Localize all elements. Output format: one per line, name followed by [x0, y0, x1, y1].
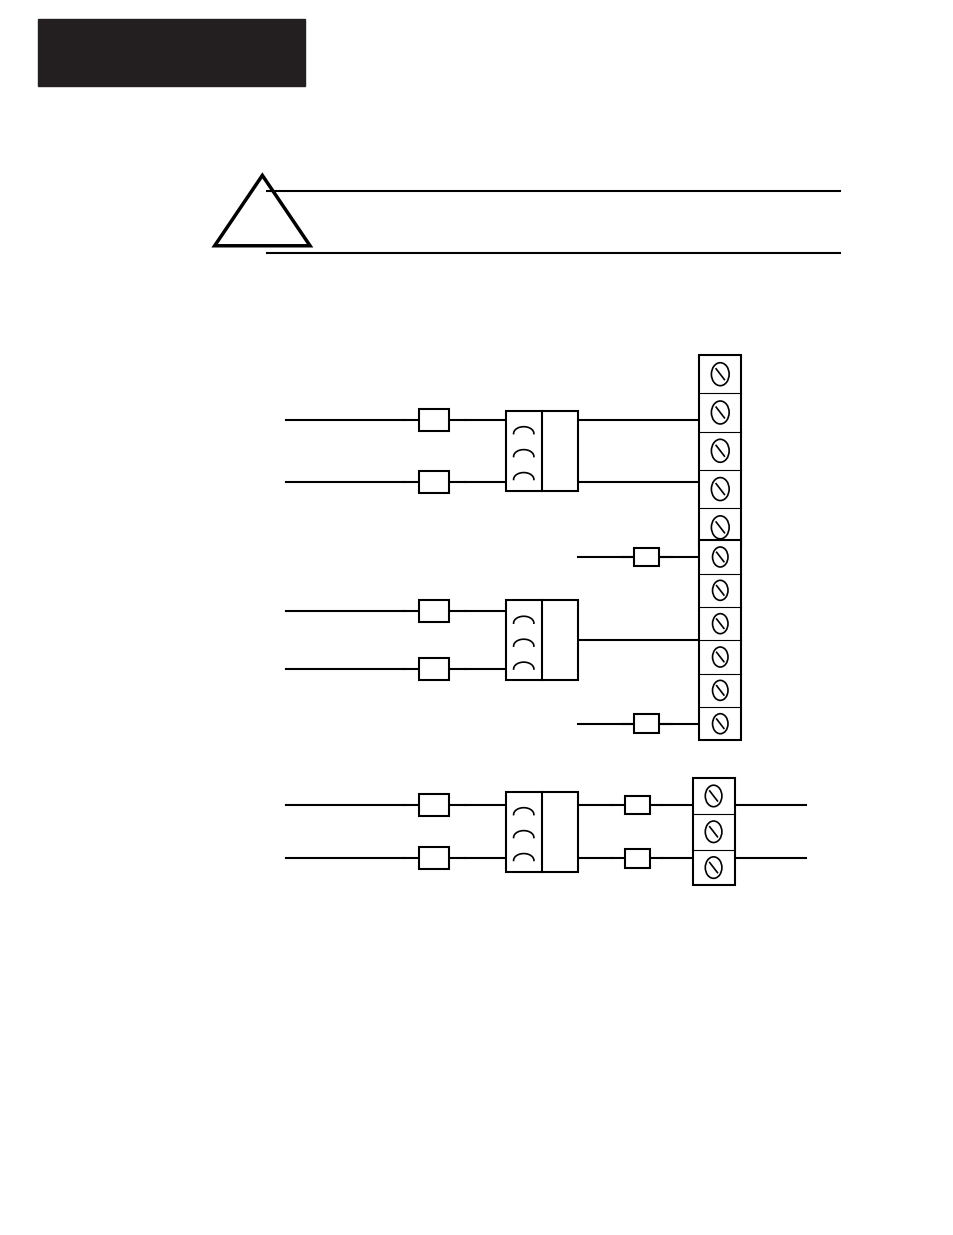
Bar [624, 797, 649, 815]
Bar [699, 356, 740, 546]
Circle shape [704, 821, 721, 842]
Bar [692, 778, 734, 885]
Bar [418, 409, 449, 431]
Bar [38, 19, 305, 86]
Circle shape [712, 580, 727, 600]
Bar [418, 794, 449, 816]
Circle shape [712, 647, 727, 667]
Circle shape [712, 714, 727, 734]
Circle shape [711, 516, 728, 538]
Bar [634, 714, 659, 732]
Bar [505, 410, 578, 490]
Bar [418, 471, 449, 493]
Circle shape [712, 680, 727, 700]
Circle shape [711, 401, 728, 424]
Bar [624, 850, 649, 867]
Bar [505, 792, 578, 872]
Circle shape [711, 440, 728, 462]
Circle shape [712, 547, 727, 567]
Circle shape [704, 857, 721, 878]
Bar [418, 600, 449, 622]
Bar [505, 600, 578, 680]
Circle shape [712, 614, 727, 634]
Bar [418, 847, 449, 869]
Bar [634, 547, 659, 566]
Bar [699, 541, 740, 741]
Circle shape [711, 363, 728, 385]
Bar [418, 658, 449, 680]
Circle shape [704, 785, 721, 806]
Circle shape [711, 478, 728, 500]
